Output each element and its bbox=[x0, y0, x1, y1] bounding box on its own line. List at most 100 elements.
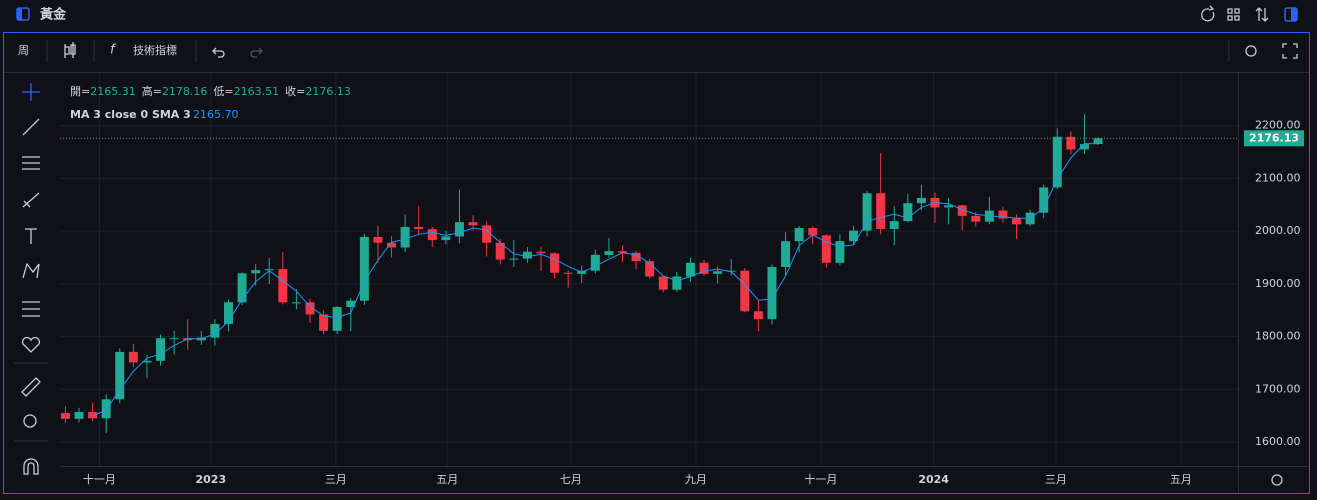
panel-icon-fill bbox=[17, 8, 22, 20]
candle-body bbox=[223, 302, 233, 324]
candle-body bbox=[672, 276, 682, 290]
ohlc-value: 2178.16 bbox=[162, 85, 208, 98]
candle-type-icon[interactable] bbox=[64, 42, 76, 58]
candle-body bbox=[971, 215, 981, 222]
magnet-tool[interactable] bbox=[23, 458, 39, 475]
ohlc-value: 2165.31 bbox=[90, 85, 136, 98]
candle-body bbox=[441, 236, 451, 241]
text-tool[interactable] bbox=[25, 228, 37, 244]
candle-body bbox=[1052, 136, 1062, 188]
candle-body bbox=[359, 236, 369, 301]
candle-body bbox=[142, 360, 152, 363]
candle-body bbox=[414, 226, 424, 230]
x-tick-label: 九月 bbox=[685, 473, 707, 486]
candle-body bbox=[821, 235, 831, 263]
x-tick-label: 三月 bbox=[1045, 473, 1067, 486]
x-tick-label: 十一月 bbox=[83, 472, 116, 486]
candle-body bbox=[346, 300, 356, 308]
x-tick-label: 五月 bbox=[436, 473, 458, 486]
y-tick-label: 2100.00 bbox=[1255, 171, 1301, 184]
candle-body bbox=[944, 205, 954, 208]
chart-frame bbox=[3, 32, 1310, 494]
line-tool[interactable] bbox=[22, 118, 40, 136]
candle-body bbox=[604, 251, 614, 255]
fullscreen-icon[interactable] bbox=[1282, 43, 1298, 59]
zoom-tool[interactable] bbox=[23, 414, 37, 428]
x-tick-label: 三月 bbox=[325, 473, 347, 486]
channel-tool[interactable] bbox=[22, 156, 40, 170]
candle-body bbox=[128, 351, 138, 363]
y-tick-label: 1900.00 bbox=[1255, 277, 1301, 290]
candle-body bbox=[658, 276, 668, 290]
indicators-button[interactable]: 技術指標 bbox=[133, 43, 177, 57]
candle-body bbox=[740, 270, 750, 312]
candle-body bbox=[726, 270, 736, 272]
redo-icon[interactable] bbox=[250, 47, 263, 58]
x-tick-label: 十一月 bbox=[804, 472, 837, 486]
candle-body bbox=[590, 254, 600, 271]
candle-body bbox=[563, 272, 573, 274]
candle-body bbox=[1066, 136, 1076, 150]
ma-line bbox=[92, 143, 1099, 417]
fx-icon: f bbox=[110, 43, 117, 58]
candle-body bbox=[264, 269, 274, 271]
interval-button[interactable]: 周 bbox=[18, 44, 29, 57]
candle-body bbox=[618, 251, 627, 253]
candle-body bbox=[1093, 138, 1103, 145]
candle-body bbox=[753, 311, 763, 320]
y-tick-label: 1800.00 bbox=[1255, 330, 1301, 343]
candle-body bbox=[699, 262, 709, 274]
candle-body bbox=[1079, 144, 1089, 150]
candle-body bbox=[998, 210, 1008, 219]
candle-body bbox=[427, 229, 437, 241]
pitchfork-tool[interactable] bbox=[22, 192, 40, 208]
candle-body bbox=[916, 197, 926, 204]
ma-readout: 2165.70 bbox=[193, 108, 239, 121]
candle-body bbox=[101, 399, 111, 419]
ruler-tool[interactable] bbox=[21, 377, 41, 397]
pattern-tool[interactable] bbox=[22, 262, 40, 279]
undo-icon[interactable] bbox=[212, 47, 225, 58]
ohlc-key: 低= bbox=[213, 85, 233, 98]
candle-body bbox=[903, 203, 913, 222]
candle-body bbox=[278, 269, 288, 303]
prediction-tool[interactable] bbox=[22, 301, 40, 317]
favorites-tool[interactable] bbox=[21, 336, 41, 353]
ohlc-key: 開= bbox=[70, 85, 90, 98]
sort-icon[interactable] bbox=[1255, 7, 1269, 22]
x-tick-label: 2023 bbox=[196, 473, 227, 486]
x-tick-label: 五月 bbox=[1170, 473, 1192, 486]
settings-icon[interactable] bbox=[1245, 45, 1257, 57]
axis-settings-icon[interactable] bbox=[1271, 474, 1283, 486]
candle-body bbox=[767, 266, 777, 320]
candle-body bbox=[210, 323, 220, 338]
ohlc-key: 高= bbox=[142, 84, 162, 98]
candle-body bbox=[862, 193, 872, 231]
ohlc-value: 2163.51 bbox=[234, 85, 280, 98]
layout-icon[interactable] bbox=[1227, 8, 1240, 21]
candle-body bbox=[454, 222, 464, 237]
x-tick-label: 七月 bbox=[560, 473, 582, 486]
candle-body bbox=[74, 411, 84, 419]
candle-body bbox=[60, 413, 70, 419]
candle-body bbox=[849, 230, 858, 242]
candle-body bbox=[522, 251, 532, 259]
candle-body bbox=[237, 273, 247, 303]
x-tick-label: 2024 bbox=[918, 473, 949, 486]
refresh-icon[interactable] bbox=[1201, 5, 1215, 22]
ohlc-key: 收= bbox=[285, 84, 305, 98]
y-tick-label: 2000.00 bbox=[1255, 224, 1301, 237]
candle-body bbox=[468, 222, 478, 226]
candle-body bbox=[876, 193, 886, 230]
y-tick-label: 1700.00 bbox=[1255, 382, 1301, 395]
last-price-tag bbox=[1244, 130, 1304, 147]
crosshair-tool[interactable] bbox=[22, 83, 40, 101]
last-price-label: 2176.13 bbox=[1249, 131, 1299, 144]
candle-body bbox=[509, 258, 519, 260]
candle-body bbox=[319, 314, 329, 331]
candle-body bbox=[794, 227, 804, 242]
candle-body bbox=[251, 270, 261, 274]
candle-body bbox=[400, 226, 410, 248]
